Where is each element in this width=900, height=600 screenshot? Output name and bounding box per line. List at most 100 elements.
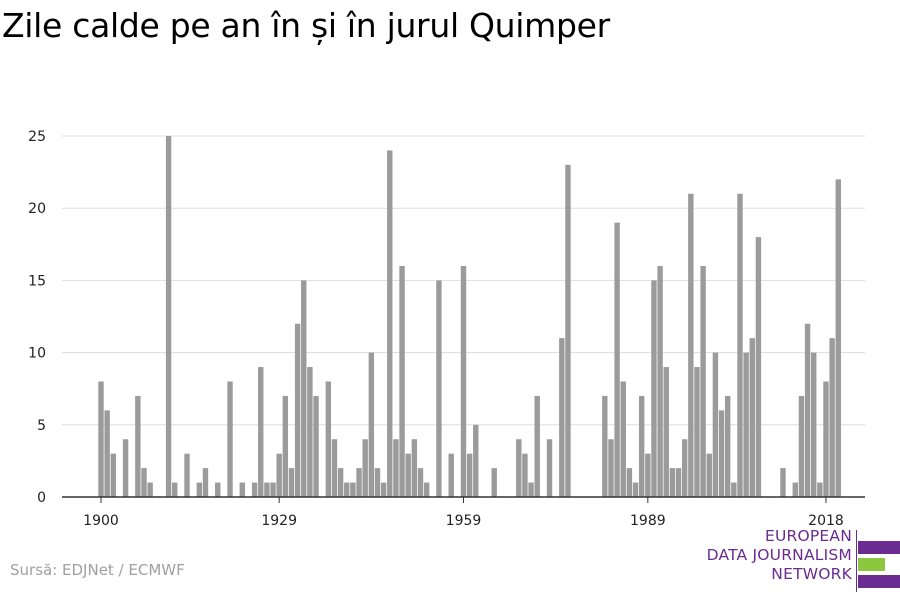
bar-1986 — [626, 468, 633, 497]
bar-1992 — [663, 367, 669, 497]
bar-2005 — [743, 352, 749, 497]
logo-text: EUROPEAN DATA JOURNALISM NETWORK — [707, 527, 852, 584]
bar-1987 — [632, 482, 639, 497]
bar-2003 — [731, 482, 737, 497]
bar-1996 — [688, 193, 694, 497]
bar-1923 — [239, 482, 246, 497]
bar-2013 — [792, 482, 798, 497]
bar-1999 — [706, 453, 712, 497]
bar-1990 — [651, 280, 657, 497]
y-tick-label: 20 — [28, 201, 46, 217]
bar-1911 — [165, 136, 172, 497]
bar-1964 — [491, 468, 497, 497]
bar-1976 — [565, 164, 571, 497]
bar-1957 — [448, 453, 454, 497]
bar-2020 — [835, 179, 841, 497]
bar-1973 — [546, 439, 553, 497]
bar-2018 — [823, 381, 829, 497]
logo-bar-1 — [858, 541, 900, 554]
bar-1951 — [411, 439, 418, 497]
x-tick-label: 1959 — [446, 513, 482, 529]
bar-1952 — [417, 468, 424, 497]
bar-2002 — [724, 395, 731, 497]
bar-1955 — [436, 280, 442, 497]
y-tick-label: 25 — [28, 129, 46, 145]
bar-1968 — [516, 439, 522, 497]
bar-1902 — [110, 453, 116, 497]
bar-1998 — [700, 265, 706, 497]
bar-2000 — [712, 352, 719, 497]
bar-1919 — [215, 482, 221, 497]
bar-1948 — [393, 439, 399, 497]
logo-line-2: DATA JOURNALISM — [706, 546, 852, 564]
bar-1908 — [147, 482, 153, 497]
logo-bars-icon — [858, 541, 900, 589]
bar-1934 — [307, 367, 313, 497]
bar-1984 — [614, 222, 620, 497]
bar-1912 — [172, 482, 178, 497]
logo-bar-3 — [858, 575, 900, 588]
bar-2006 — [749, 338, 755, 497]
bar-1997 — [694, 367, 700, 497]
bar-1989 — [645, 453, 651, 497]
bar-2007 — [755, 237, 762, 497]
bar-1927 — [264, 482, 270, 497]
bar-1943 — [362, 439, 368, 497]
bar-1959 — [460, 265, 467, 497]
bar-1904 — [122, 439, 129, 497]
bar-1939 — [337, 468, 344, 497]
bar-1942 — [356, 468, 362, 497]
bar-1917 — [202, 468, 209, 497]
bar-2016 — [811, 352, 817, 497]
x-tick-label: 1900 — [83, 513, 119, 529]
bar-1975 — [559, 338, 565, 497]
chart-title: Zile calde pe an în și în jurul Quimper — [2, 6, 610, 45]
bar-2011 — [780, 468, 786, 497]
bar-2019 — [829, 338, 835, 497]
logo-line-3: NETWORK — [771, 565, 852, 583]
bar-1940 — [344, 482, 350, 497]
bar-1982 — [602, 395, 608, 497]
bar-1988 — [638, 395, 645, 497]
bar-1953 — [423, 482, 430, 497]
bar-1945 — [374, 468, 381, 497]
x-axis: 1900 1929 1959 1989 2018 — [62, 496, 865, 529]
bar-1941 — [350, 482, 356, 497]
edjnet-logo: EUROPEAN DATA JOURNALISM NETWORK — [700, 527, 900, 595]
bar-1930 — [282, 395, 289, 497]
bar-1901 — [104, 410, 110, 497]
bar-1925 — [251, 482, 258, 497]
y-tick-label: 10 — [28, 346, 46, 362]
logo-line-1: EUROPEAN — [764, 527, 852, 545]
bar-1971 — [534, 395, 540, 497]
bar-1921 — [227, 381, 233, 497]
bar-1907 — [141, 468, 147, 497]
bar-1900 — [98, 381, 104, 497]
bar-1985 — [620, 381, 626, 497]
y-tick-label: 5 — [37, 418, 46, 434]
bar-1969 — [522, 453, 528, 497]
y-tick-label: 0 — [37, 490, 46, 506]
bar-1949 — [399, 265, 405, 497]
x-tick-label: 1929 — [261, 513, 297, 529]
bar-1906 — [135, 395, 141, 497]
bar-1935 — [313, 395, 319, 497]
bar-1926 — [258, 367, 264, 497]
bar-1938 — [331, 439, 338, 497]
bar-2017 — [817, 482, 823, 497]
bar-1931 — [288, 468, 295, 497]
source-note: Sursă: EDJNet / ECMWF — [10, 561, 185, 579]
y-axis: 0 5 10 15 20 25 — [28, 129, 46, 506]
x-tick-label: 1989 — [630, 513, 666, 529]
bar-1932 — [294, 323, 301, 497]
bar-1983 — [608, 439, 614, 497]
bar-2001 — [718, 410, 725, 497]
bar-1937 — [325, 381, 332, 497]
bar-2004 — [737, 193, 743, 497]
bar-1970 — [528, 482, 534, 497]
bar-2014 — [798, 395, 805, 497]
bar-1946 — [380, 482, 387, 497]
x-tick-label: 2018 — [808, 513, 844, 529]
bar-1947 — [387, 150, 393, 497]
bar-1929 — [276, 453, 282, 497]
